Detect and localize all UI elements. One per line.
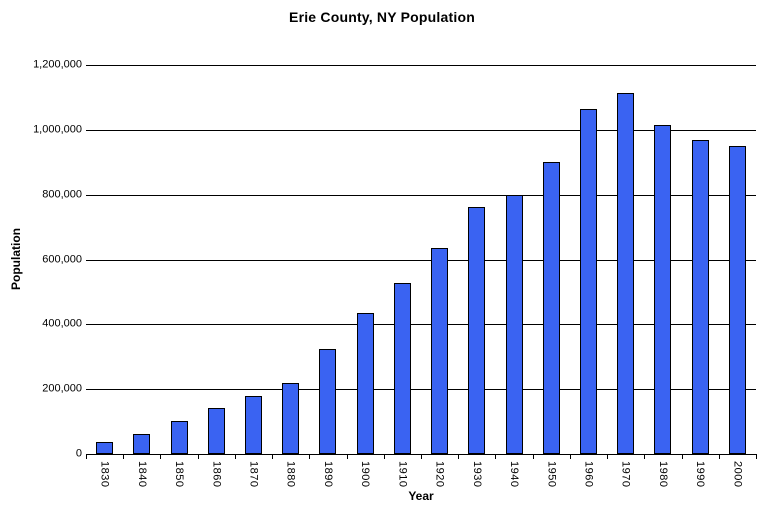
x-axis-tick — [86, 454, 87, 459]
x-axis-tick — [234, 454, 236, 459]
x-axis-tick — [607, 454, 609, 459]
x-tick-label-1960: 1960 — [582, 461, 595, 488]
x-axis-tick — [346, 454, 348, 459]
x-axis-tick — [718, 454, 720, 459]
y-tick-label-400000: 400,000 — [42, 317, 82, 330]
gridline-800000 — [86, 194, 756, 196]
x-tick-label-1870: 1870 — [247, 461, 260, 488]
bar-1950 — [542, 162, 560, 454]
x-tick-label-1970: 1970 — [619, 461, 632, 488]
gridline-1200000 — [86, 65, 756, 66]
bar-1910 — [393, 283, 411, 454]
y-tick-label-1000000: 1,000,000 — [33, 123, 82, 136]
bar-1930 — [468, 207, 486, 454]
x-axis-tick — [272, 454, 274, 459]
x-axis-tick — [569, 454, 571, 459]
bar-1970 — [617, 93, 635, 454]
x-axis-tick — [421, 454, 422, 459]
y-tick-label-600000: 600,000 — [42, 253, 82, 265]
bar-1980 — [654, 125, 672, 454]
x-tick-label-1990: 1990 — [694, 461, 707, 488]
x-axis-tick — [458, 454, 460, 459]
x-tick-label-2000: 2000 — [731, 461, 744, 488]
x-axis-tick — [123, 454, 125, 459]
x-tick-label-1920: 1920 — [433, 461, 446, 488]
bar-2000 — [728, 146, 746, 454]
x-axis-tick — [160, 454, 162, 459]
bar-1850 — [170, 421, 188, 454]
x-axis-tick — [681, 454, 683, 459]
x-tick-label-1910: 1910 — [396, 461, 409, 488]
bar-1940 — [505, 195, 523, 454]
x-tick-label-1880: 1880 — [284, 461, 297, 488]
bar-1830 — [96, 442, 114, 454]
y-tick-label-0: 0 — [75, 447, 82, 460]
gridline-200000 — [86, 389, 756, 391]
bar-1900 — [356, 313, 374, 454]
x-tick-label-1940: 1940 — [508, 461, 521, 488]
x-tick-label-1980: 1980 — [656, 461, 669, 488]
gridline-400000 — [86, 324, 756, 326]
y-tick-label-1200000: 1,200,000 — [33, 58, 82, 71]
x-axis-tick — [309, 454, 311, 459]
chart-title: Erie County, NY Population — [289, 9, 475, 25]
bar-1840 — [133, 434, 151, 454]
x-tick-label-1930: 1930 — [470, 461, 483, 488]
plot-area — [86, 65, 756, 455]
y-tick-label-200000: 200,000 — [42, 382, 82, 395]
x-axis-tick — [197, 454, 199, 459]
x-axis-tick — [756, 454, 757, 459]
x-tick-label-1850: 1850 — [173, 461, 186, 488]
x-tick-label-1900: 1900 — [359, 461, 372, 488]
bar-1990 — [691, 140, 709, 454]
bar-1890 — [319, 349, 337, 454]
x-axis-tick — [383, 454, 385, 459]
bar-1860 — [207, 408, 225, 454]
bar-1960 — [580, 109, 597, 454]
y-tick-label-800000: 800,000 — [42, 188, 82, 201]
x-axis-tick — [495, 454, 497, 459]
x-tick-label-1840: 1840 — [135, 461, 148, 488]
x-axis-tick — [644, 454, 646, 459]
x-tick-label-1890: 1890 — [321, 461, 334, 488]
x-tick-label-1860: 1860 — [210, 461, 223, 488]
bar-1880 — [282, 383, 300, 454]
x-tick-label-1830: 1830 — [98, 461, 111, 488]
gridline-600000 — [86, 259, 756, 261]
x-tick-label-1950: 1950 — [545, 461, 558, 488]
x-axis-title: Year — [408, 489, 434, 503]
gridline-1000000 — [86, 129, 756, 131]
bar-1870 — [245, 396, 262, 454]
bar-1920 — [431, 248, 449, 454]
x-axis-tick — [532, 454, 534, 459]
